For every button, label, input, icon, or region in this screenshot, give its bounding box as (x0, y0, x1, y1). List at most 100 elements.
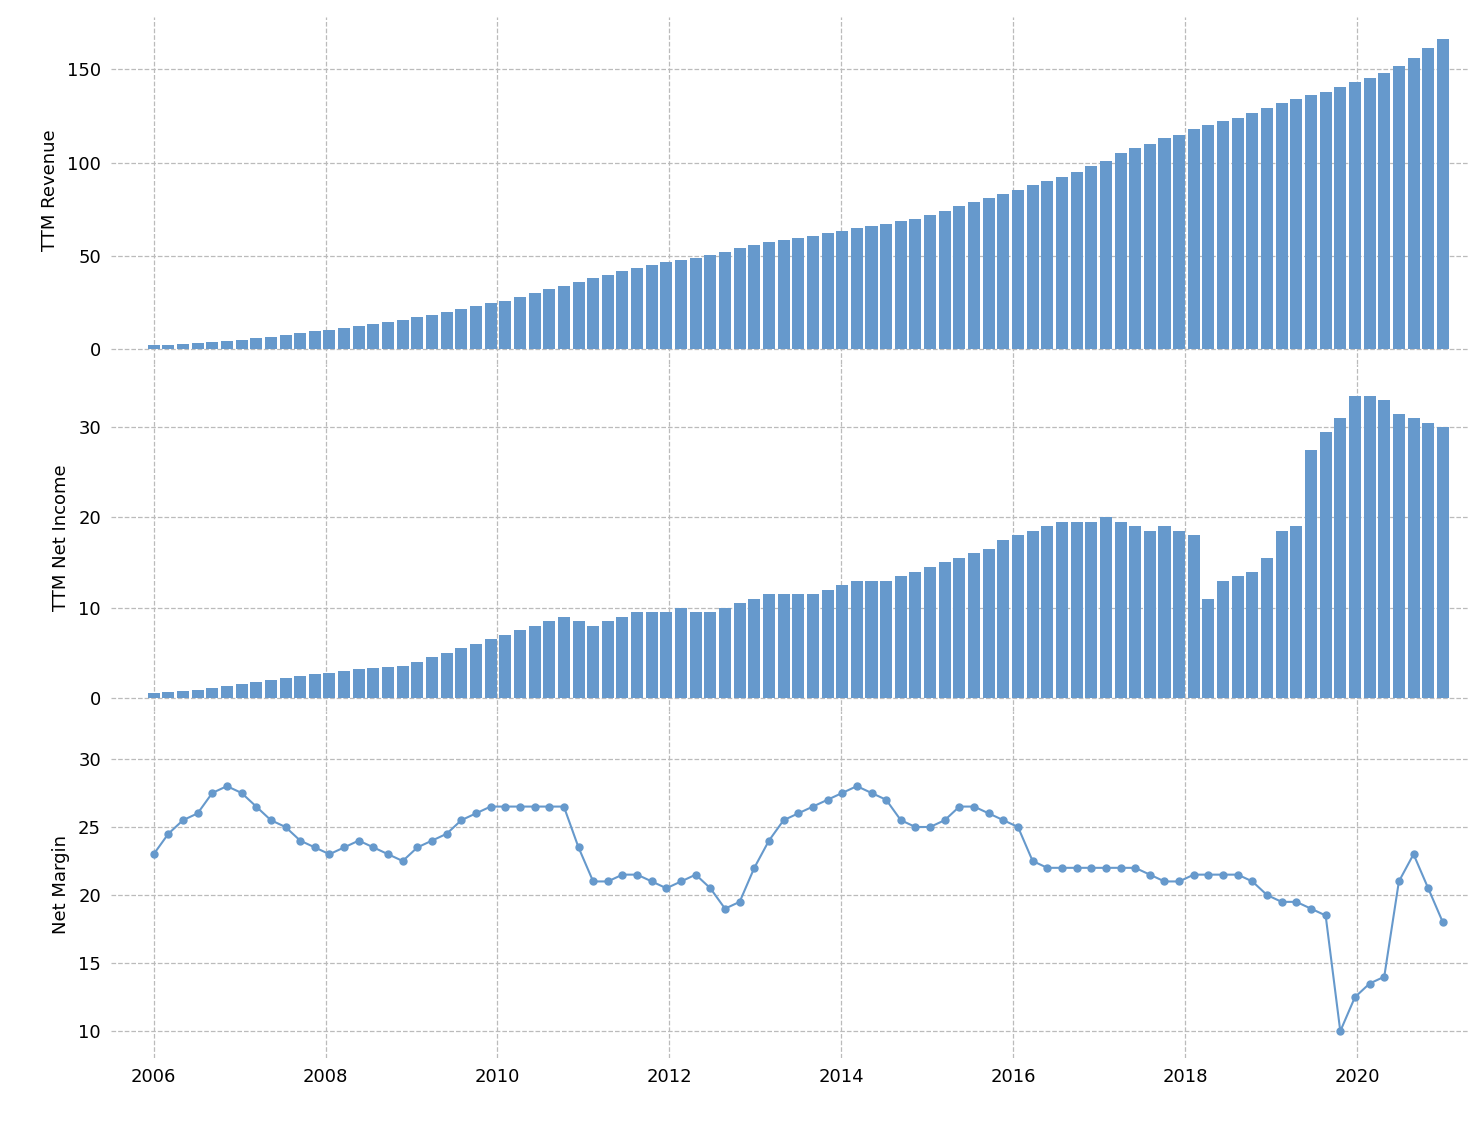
Bar (1408, 58, 1420, 349)
Bar (660, 612, 673, 697)
Bar (1393, 66, 1405, 349)
Bar (294, 676, 306, 697)
Bar (1218, 581, 1230, 697)
Bar (177, 692, 189, 697)
Bar (880, 224, 892, 349)
Bar (1423, 422, 1435, 697)
Bar (953, 206, 965, 349)
Bar (1275, 531, 1287, 697)
Bar (558, 617, 570, 697)
Bar (323, 672, 335, 697)
Bar (162, 693, 174, 697)
Bar (704, 612, 716, 697)
Bar (793, 238, 804, 349)
Bar (1159, 138, 1170, 349)
Bar (455, 649, 468, 697)
Bar (1159, 526, 1170, 697)
Bar (1085, 522, 1097, 697)
Bar (251, 683, 263, 697)
Bar (968, 201, 980, 349)
Bar (308, 675, 320, 697)
Bar (939, 211, 951, 349)
Bar (1232, 576, 1244, 697)
Bar (617, 271, 629, 349)
Bar (1041, 181, 1054, 349)
Bar (1334, 418, 1346, 697)
Bar (602, 275, 614, 349)
Bar (689, 258, 701, 349)
Bar (279, 678, 292, 697)
Bar (1408, 418, 1420, 697)
Bar (1100, 517, 1111, 697)
Bar (1290, 526, 1302, 697)
Bar (880, 581, 892, 697)
Bar (207, 343, 218, 349)
Bar (192, 689, 204, 697)
Bar (1261, 558, 1272, 697)
Bar (455, 309, 468, 349)
Bar (279, 335, 292, 349)
Bar (338, 328, 350, 349)
Bar (484, 640, 496, 697)
Bar (397, 320, 409, 349)
Bar (441, 312, 453, 349)
Bar (1027, 531, 1039, 697)
Bar (543, 621, 555, 697)
Bar (1188, 535, 1200, 697)
Bar (1173, 135, 1185, 349)
Bar (1070, 522, 1082, 697)
Bar (983, 549, 995, 697)
Bar (1232, 118, 1244, 349)
Bar (924, 215, 936, 349)
Bar (1041, 526, 1054, 697)
Bar (763, 594, 775, 697)
Bar (368, 324, 379, 349)
Bar (469, 307, 483, 349)
Bar (660, 263, 673, 349)
Bar (412, 662, 424, 697)
Bar (294, 333, 306, 349)
Bar (793, 594, 804, 697)
Bar (573, 282, 584, 349)
Bar (1027, 185, 1039, 349)
Bar (1436, 427, 1449, 697)
Bar (968, 554, 980, 697)
Bar (675, 608, 686, 697)
Bar (1290, 100, 1302, 349)
Bar (865, 226, 878, 349)
Bar (528, 293, 540, 349)
Bar (865, 581, 878, 697)
Bar (236, 684, 248, 697)
Bar (1129, 526, 1141, 697)
Bar (646, 265, 658, 349)
Bar (998, 195, 1010, 349)
Bar (1218, 121, 1230, 349)
Bar (1114, 153, 1126, 349)
Bar (573, 621, 584, 697)
Bar (1173, 531, 1185, 697)
Bar (251, 338, 263, 349)
Bar (1379, 401, 1390, 697)
Bar (998, 540, 1010, 697)
Bar (1320, 431, 1331, 697)
Bar (368, 668, 379, 697)
Bar (221, 342, 233, 349)
Bar (632, 268, 644, 349)
Bar (441, 653, 453, 697)
Bar (909, 572, 921, 697)
Bar (514, 631, 525, 697)
Bar (484, 303, 496, 349)
Bar (924, 567, 936, 697)
Bar (850, 228, 863, 349)
Bar (1364, 78, 1376, 349)
Bar (1423, 48, 1435, 349)
Bar (264, 679, 277, 697)
Bar (587, 278, 599, 349)
Bar (632, 612, 644, 697)
Bar (894, 222, 906, 349)
Bar (689, 612, 701, 697)
Bar (1203, 126, 1215, 349)
Bar (308, 332, 320, 349)
Bar (1203, 599, 1215, 697)
Bar (1379, 72, 1390, 349)
